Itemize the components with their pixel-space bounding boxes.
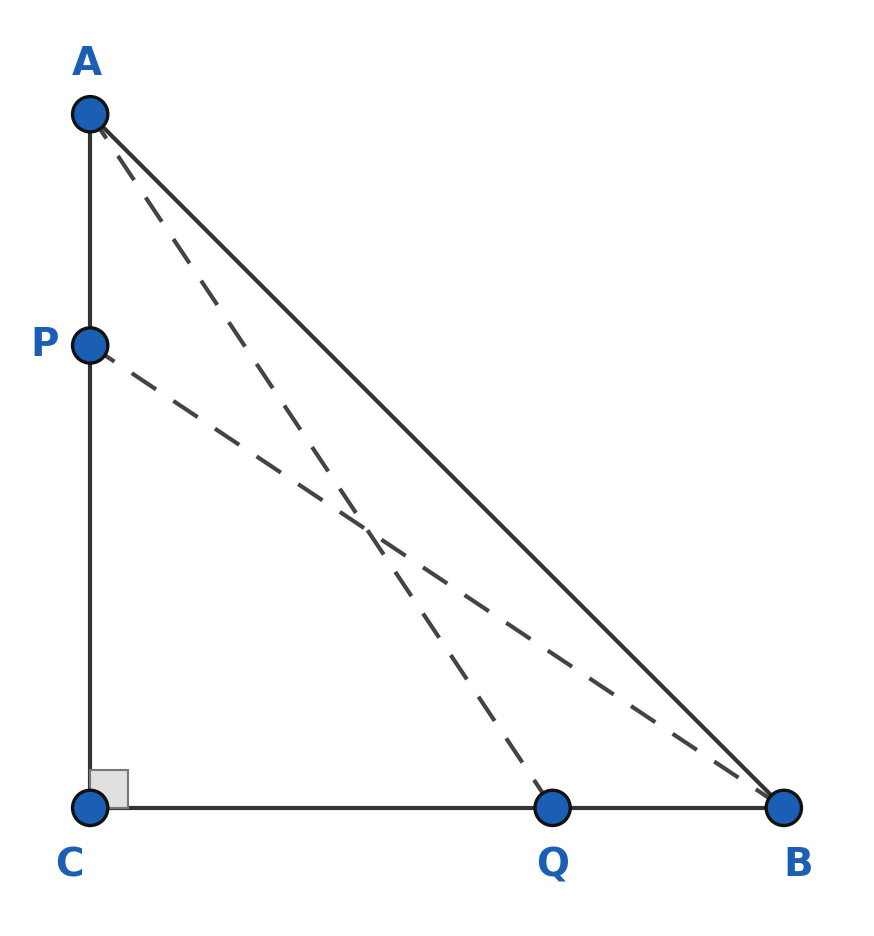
Text: P: P	[31, 327, 59, 364]
Bar	[90, 769, 128, 808]
Text: C: C	[55, 846, 84, 884]
Text: A: A	[72, 45, 101, 83]
Circle shape	[534, 789, 572, 826]
Text: B: B	[783, 846, 813, 884]
Circle shape	[72, 327, 108, 364]
Circle shape	[766, 789, 802, 826]
Circle shape	[538, 793, 568, 823]
Circle shape	[72, 789, 108, 826]
Circle shape	[72, 95, 108, 133]
Text: Q: Q	[536, 846, 569, 884]
Circle shape	[75, 330, 106, 360]
Circle shape	[768, 793, 799, 823]
Circle shape	[75, 99, 106, 129]
Circle shape	[75, 793, 106, 823]
